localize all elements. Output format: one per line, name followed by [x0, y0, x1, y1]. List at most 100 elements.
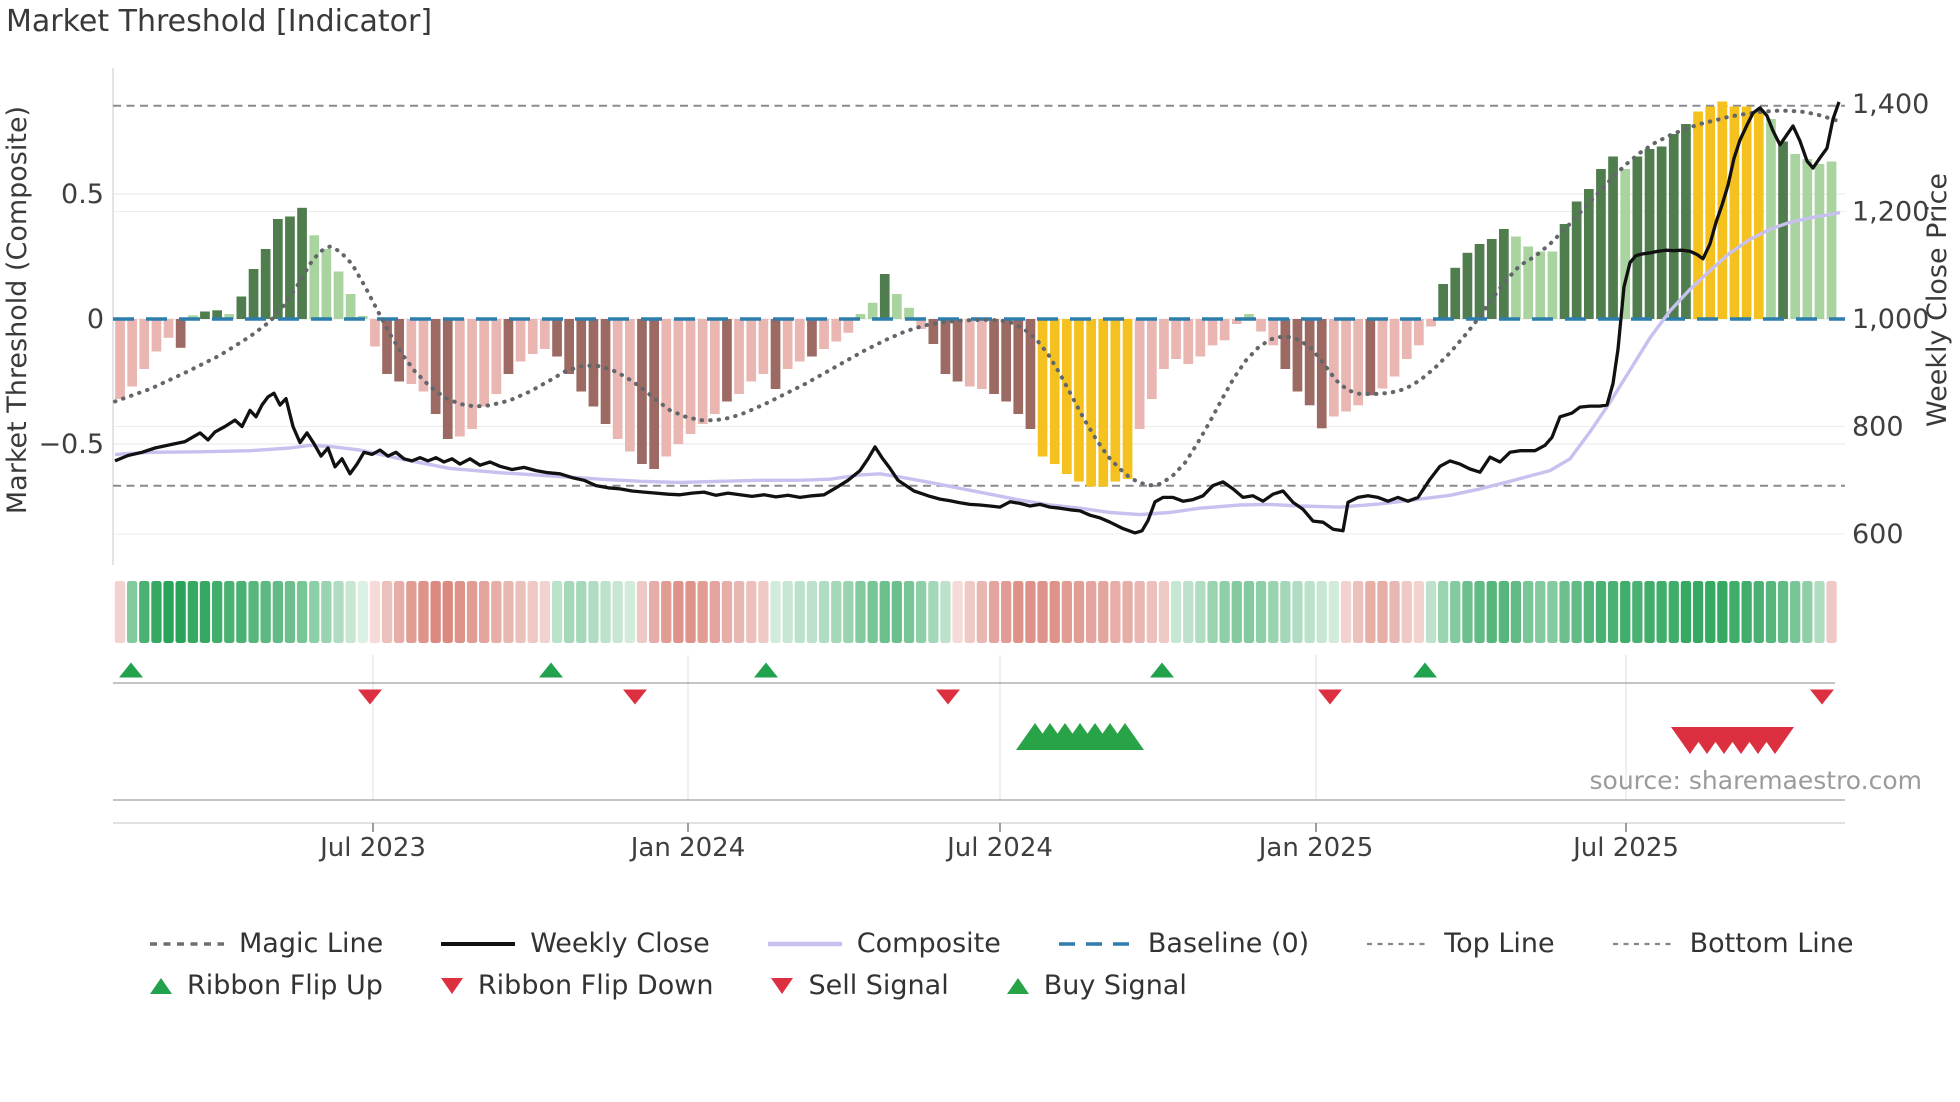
ribbon-cell	[685, 581, 696, 643]
bar	[1183, 319, 1194, 364]
ribbon-cell	[673, 581, 684, 643]
bar	[794, 319, 805, 362]
bar	[1049, 319, 1060, 464]
ribbon-cell	[272, 581, 283, 643]
ribbon-cell	[1304, 581, 1315, 643]
bar	[612, 319, 623, 439]
ribbon-cell	[1316, 581, 1327, 643]
bottom-line-icon	[1612, 942, 1675, 945]
ribbon-cell	[357, 581, 368, 643]
ribbon-cell	[491, 581, 502, 643]
ribbon-cell	[1170, 581, 1182, 643]
ribbon-cell	[843, 581, 854, 643]
ribbon-cell	[1401, 581, 1412, 643]
legend-item-ribbon-flip-down: Ribbon Flip Down	[439, 970, 714, 1001]
ribbon-cell	[1158, 581, 1170, 643]
ribbon-cell	[649, 581, 660, 643]
ribbon-flip-up-marker	[1413, 662, 1437, 678]
ribbon-cell	[309, 581, 320, 643]
bar	[588, 319, 599, 407]
bar	[892, 294, 902, 319]
ribbon-cell	[1328, 581, 1339, 643]
bar	[139, 319, 150, 369]
bar	[1571, 201, 1582, 319]
x-tick-label: Jul 2025	[1571, 833, 1679, 863]
ribbon-cell	[1340, 581, 1352, 643]
bar	[151, 319, 162, 352]
bar	[722, 319, 732, 402]
bar	[442, 319, 453, 439]
legend-label: Ribbon Flip Down	[477, 970, 714, 1001]
ribbon-cell	[1195, 581, 1206, 643]
bar	[260, 249, 271, 319]
ribbon-cell	[1474, 581, 1485, 643]
bar	[188, 315, 198, 320]
legend-label: Bottom Line	[1689, 928, 1854, 959]
ribbon-cell	[1705, 581, 1716, 643]
ribbon-cell	[187, 581, 198, 643]
bar	[309, 235, 320, 320]
bar	[1584, 189, 1594, 319]
bar	[455, 319, 465, 437]
left-tick-label: 0	[87, 304, 104, 335]
bar	[1219, 319, 1230, 341]
bar	[1523, 246, 1533, 319]
ribbon-cell	[867, 581, 878, 643]
bar	[831, 319, 842, 342]
bar	[1316, 319, 1327, 429]
bar	[1741, 106, 1752, 319]
legend-item-top-line: Top Line	[1365, 928, 1555, 959]
x-tick-label: Jan 2025	[1257, 833, 1374, 863]
bar	[916, 319, 926, 329]
bar	[940, 319, 951, 374]
ribbon-cell	[1425, 581, 1437, 643]
bar	[1547, 251, 1558, 319]
ribbon-cell	[442, 581, 453, 643]
triangle-up-icon	[1006, 977, 1029, 994]
ribbon-cell	[1292, 581, 1303, 643]
ribbon-cell	[1535, 581, 1546, 643]
ribbon-cell	[1620, 581, 1631, 643]
weekly-close-line-icon	[441, 941, 516, 946]
bar	[552, 319, 562, 357]
bar	[515, 319, 526, 362]
ribbon-cell	[879, 581, 890, 643]
bar	[1268, 319, 1279, 346]
ribbon-cell	[746, 581, 757, 643]
bar	[1596, 169, 1606, 319]
legend-label: Composite	[856, 928, 1001, 959]
ribbon-cell	[1814, 581, 1825, 643]
bar	[175, 319, 186, 348]
right-tick-label: 1,200	[1852, 197, 1929, 228]
ribbon-cell	[1061, 581, 1072, 643]
signal-markers	[119, 662, 1834, 754]
right-tick-label: 1,400	[1852, 89, 1929, 120]
bar	[1231, 319, 1242, 324]
bar	[770, 319, 781, 389]
bar	[370, 319, 380, 347]
ribbon-cell	[661, 581, 672, 643]
ribbon-cell	[952, 581, 963, 643]
ribbon-cell	[1790, 581, 1801, 643]
legend-item-composite: Composite	[766, 928, 1001, 959]
bar	[430, 319, 441, 414]
chart-legend: Magic Line Weekly Close Composite Baseli…	[148, 928, 1854, 1012]
bar	[673, 319, 684, 444]
ribbon-cell	[1450, 581, 1461, 643]
ribbon-cell	[454, 581, 465, 643]
ribbon-cell	[1547, 581, 1558, 643]
ribbon-cell	[127, 581, 138, 643]
bar	[1098, 319, 1109, 487]
ribbon-cell	[369, 581, 381, 643]
ribbon-cell	[284, 581, 296, 643]
ribbon-cell	[139, 581, 150, 643]
bar	[1377, 319, 1388, 389]
composite-line-icon	[767, 941, 842, 946]
ribbon-cell	[733, 581, 745, 643]
ribbon-cell	[527, 581, 538, 643]
ribbon-cell	[1243, 581, 1255, 643]
legend-item-ribbon-flip-up: Ribbon Flip Up	[148, 970, 383, 1001]
bar	[989, 319, 999, 394]
ribbon-flip-down-marker	[936, 689, 960, 705]
